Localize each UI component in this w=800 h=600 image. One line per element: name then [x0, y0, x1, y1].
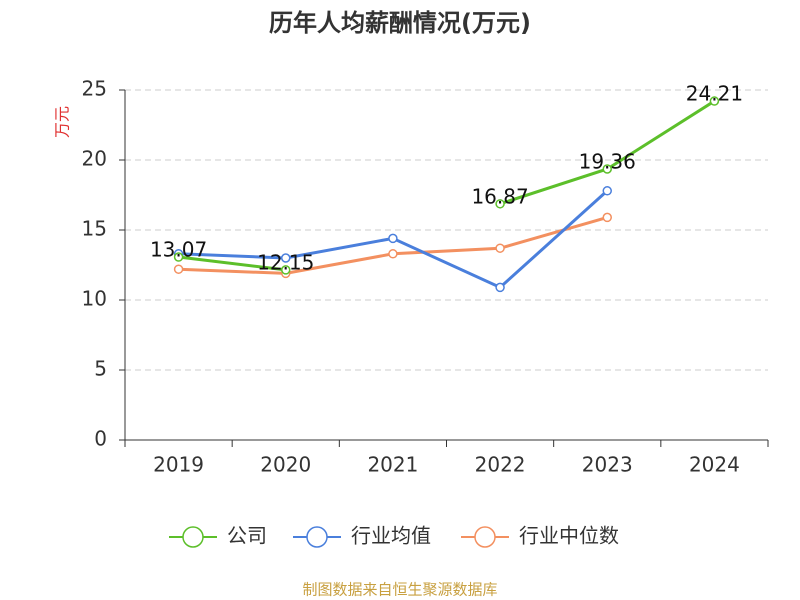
data-point — [602, 212, 612, 223]
data-point — [602, 186, 612, 196]
legend-marker — [182, 526, 204, 548]
source-note: 制图数据来自恒生聚源数据库 — [302, 581, 497, 599]
x-tick-label: 2021 — [367, 453, 418, 477]
data-point — [495, 199, 505, 209]
legend-label: 行业均值 — [351, 524, 431, 548]
y-tick-label: 15 — [82, 217, 107, 241]
data-point — [709, 96, 720, 106]
legend-label: 行业中位数 — [519, 524, 619, 548]
y-tick-label: 10 — [82, 287, 107, 311]
data-point — [281, 265, 291, 275]
data-label: 24.21 — [686, 82, 743, 106]
data-point — [495, 243, 505, 253]
x-tick-label: 2019 — [153, 453, 204, 477]
x-tick-label: 2024 — [689, 453, 740, 477]
y-tick-label: 20 — [82, 147, 107, 171]
data-point — [281, 253, 291, 263]
data-point — [495, 282, 505, 293]
data-point — [388, 233, 398, 244]
data-point — [173, 252, 184, 262]
x-tick-label: 2023 — [582, 453, 633, 477]
x-tick-label: 2022 — [475, 453, 526, 477]
x-tick-label: 2020 — [260, 453, 311, 477]
legend-marker — [306, 526, 328, 548]
data-label: 12.15 — [257, 250, 314, 274]
y-tick-label: 5 — [94, 357, 107, 381]
legend-marker — [474, 526, 496, 548]
legend-label: 公司 — [227, 524, 267, 548]
data-label: 13.07 — [150, 238, 207, 262]
y-tick-label: 25 — [82, 77, 107, 101]
data-point — [173, 264, 184, 274]
data-point — [388, 249, 398, 259]
data-label: 16.87 — [471, 184, 528, 208]
series-line — [178, 99, 716, 272]
chart-title: 历年人均薪酬情况(万元) — [269, 9, 531, 37]
y-tick-label: 0 — [94, 427, 107, 451]
data-point — [602, 164, 612, 174]
data-label: 19.36 — [579, 149, 636, 173]
y-axis-label: 万元 — [53, 106, 72, 138]
